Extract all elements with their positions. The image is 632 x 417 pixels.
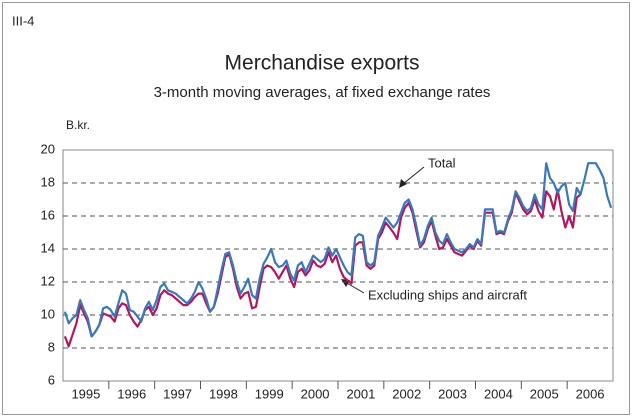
x-tick-label: 1999 — [255, 386, 284, 401]
x-tick-label: 2002 — [392, 386, 421, 401]
annotation-arrowhead — [399, 179, 407, 188]
x-tick-label: 2005 — [530, 386, 559, 401]
x-tick-label: 2001 — [346, 386, 375, 401]
chart-title: Merchandise exports — [225, 52, 420, 75]
y-tick-label: 8 — [48, 339, 55, 354]
figure-label: III-4 — [12, 13, 34, 28]
x-tick-label: 1995 — [71, 386, 100, 401]
y-tick-label: 6 — [48, 372, 55, 387]
y-tick-label: 16 — [41, 207, 55, 222]
y-tick-label: 20 — [41, 141, 55, 156]
x-tick-label: 1996 — [117, 386, 146, 401]
x-tick-label: 2000 — [301, 386, 330, 401]
annotation-arrow — [344, 281, 365, 294]
y-tick-label: 14 — [41, 240, 55, 255]
x-tick-label: 2006 — [576, 386, 605, 401]
y-axis-label: B.kr. — [66, 118, 90, 132]
x-tick-label: 1998 — [209, 386, 238, 401]
y-tick-label: 18 — [41, 174, 55, 189]
y-tick-label: 12 — [41, 273, 55, 288]
x-tick-label: 2003 — [438, 386, 467, 401]
annotation-arrow — [402, 166, 425, 185]
annotation: Excluding ships and aircraft — [368, 287, 527, 302]
y-tick-label: 10 — [41, 306, 55, 321]
annotation: Total — [428, 155, 456, 170]
series-line — [63, 162, 613, 338]
series-line — [63, 188, 582, 348]
chart-subtitle: 3-month moving averages, af fixed exchan… — [154, 84, 491, 101]
x-tick-label: 1997 — [163, 386, 192, 401]
x-tick-label: 2004 — [484, 386, 513, 401]
